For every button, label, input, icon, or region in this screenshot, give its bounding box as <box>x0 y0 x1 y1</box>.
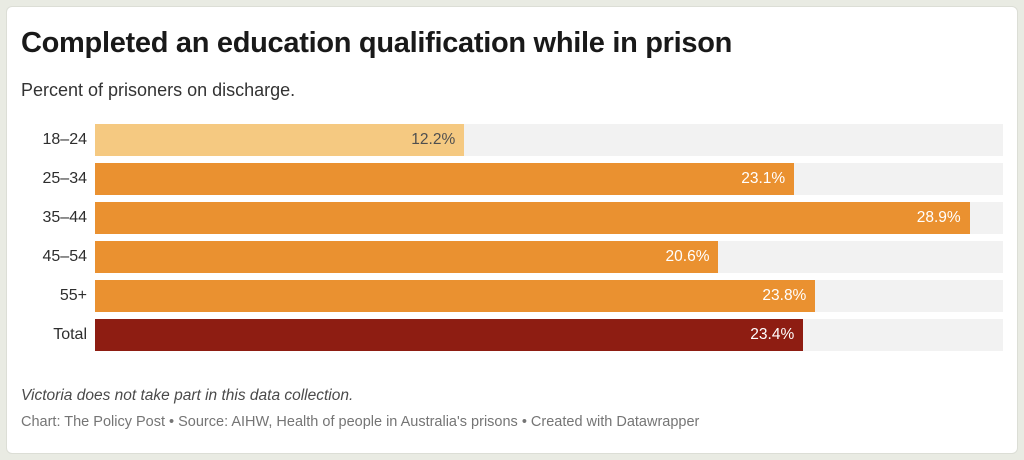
bar-track: 20.6% <box>95 241 1003 274</box>
bar-chart: 18–24 12.2% 25–34 23.1% 35–44 28.9% 45–54 20.6%… <box>21 124 1003 352</box>
bar[interactable]: 20.6% <box>95 241 719 274</box>
bar-row: 18–24 12.2% <box>21 124 1003 157</box>
bar[interactable]: 12.2% <box>95 124 465 157</box>
bar[interactable]: 23.4% <box>95 319 804 352</box>
category-label: 45–54 <box>42 248 88 266</box>
value-label: 23.1% <box>741 170 786 188</box>
bar-row: 55+ 23.8% <box>21 280 1003 313</box>
bar-track: 23.4% <box>95 319 1003 352</box>
bar[interactable]: 23.1% <box>95 163 795 196</box>
bar-track: 23.8% <box>95 280 1003 313</box>
value-label: 23.4% <box>750 326 795 344</box>
chart-title: Completed an education qualification whi… <box>21 27 733 59</box>
bar-row: 35–44 28.9% <box>21 202 1003 235</box>
bar-track: 12.2% <box>95 124 1003 157</box>
category-label: 18–24 <box>42 131 88 149</box>
category-label: 35–44 <box>42 209 88 227</box>
category-label: 55+ <box>59 287 87 305</box>
chart-footnote: Victoria does not take part in this data… <box>21 387 354 405</box>
chart-credit-line: Chart: The Policy Post • Source: AIHW, H… <box>21 414 700 431</box>
value-label: 20.6% <box>665 248 710 266</box>
value-label: 12.2% <box>411 131 456 149</box>
bar-row: Total 23.4% <box>21 319 1003 352</box>
bar-row: 25–34 23.1% <box>21 163 1003 196</box>
category-label: Total <box>53 326 87 344</box>
value-label: 23.8% <box>762 287 807 305</box>
bar[interactable]: 28.9% <box>95 202 970 235</box>
chart-subtitle: Percent of prisoners on discharge. <box>21 80 296 101</box>
bar-track: 23.1% <box>95 163 1003 196</box>
bar-row: 45–54 20.6% <box>21 241 1003 274</box>
value-label: 28.9% <box>916 209 961 227</box>
bar-track: 28.9% <box>95 202 1003 235</box>
chart-card: Completed an education qualification whi… <box>6 6 1018 454</box>
category-label: 25–34 <box>42 170 88 188</box>
bar[interactable]: 23.8% <box>95 280 816 313</box>
